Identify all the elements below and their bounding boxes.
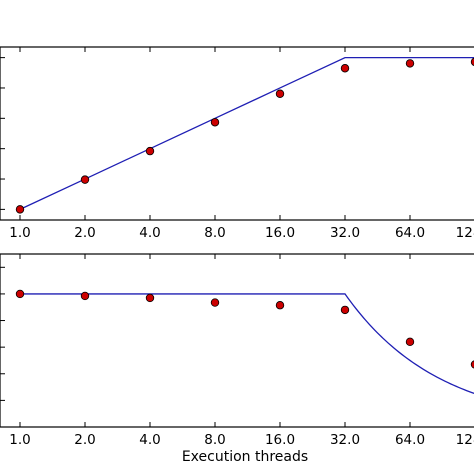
x-tick-label: 64.0 <box>395 432 425 448</box>
x-tick-label: 16.0 <box>265 225 295 241</box>
data-point <box>405 337 415 347</box>
x-tick-label: 8.0 <box>204 432 225 448</box>
x-tick-label: 128.0 <box>456 432 474 448</box>
data-point <box>470 360 474 369</box>
plot-frame <box>0 46 474 221</box>
x-tick-label: 32.0 <box>330 432 360 448</box>
data-point <box>15 289 25 299</box>
top-chart: 1.0 2.0 4.0 8.0 16.0 32.0 64.0 128.0 <box>0 46 474 241</box>
model-line <box>19 56 474 210</box>
x-tick-label: 128.0 <box>456 225 474 241</box>
data-point <box>275 89 285 98</box>
x-axis-label: Execution threads <box>182 449 308 465</box>
data-point <box>15 205 25 214</box>
x-tick-label: 64.0 <box>395 225 425 241</box>
x-tick-label: 2.0 <box>74 432 95 448</box>
x-tick-label: 32.0 <box>330 225 360 241</box>
data-point <box>470 57 474 66</box>
plot-frame <box>0 253 474 428</box>
bottom-chart: 1.0 2.0 4.0 8.0 16.0 32.0 64.0 128.0 Execution t… <box>0 253 474 465</box>
data-point <box>210 118 220 127</box>
x-tick-label: 2.0 <box>74 225 95 241</box>
data-point <box>405 59 415 68</box>
data-point <box>275 301 285 310</box>
data-point <box>80 291 90 301</box>
data-point <box>340 305 350 315</box>
x-tick-label: 8.0 <box>204 225 225 241</box>
data-point <box>340 64 350 73</box>
data-point <box>145 146 155 156</box>
x-tick-label: 16.0 <box>265 432 295 448</box>
data-point <box>210 298 220 307</box>
data-point <box>145 293 155 303</box>
data-point <box>80 175 90 184</box>
x-tick-label: 4.0 <box>139 225 160 241</box>
x-tick-label: 1.0 <box>9 432 30 448</box>
x-tick-label: 4.0 <box>139 432 160 448</box>
x-tick-label: 1.0 <box>9 225 30 241</box>
model-line <box>20 293 474 395</box>
